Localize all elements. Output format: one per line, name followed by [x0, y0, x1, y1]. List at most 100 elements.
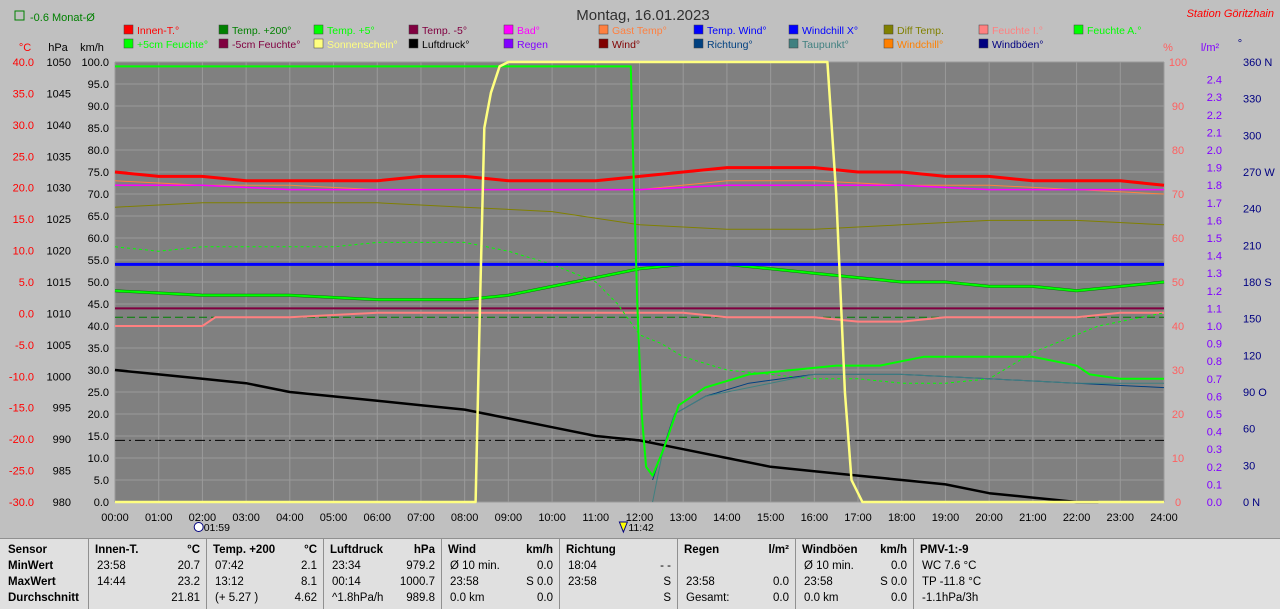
tick-time: 04:00: [276, 512, 304, 524]
legend-label: Temp. +5°: [327, 25, 375, 37]
row-label-sensor: Sensor: [8, 544, 47, 556]
row-label-avg: Durchschnitt: [8, 592, 79, 604]
tick-hpa: 1010: [47, 308, 71, 320]
tick-time: 15:00: [757, 512, 785, 524]
stats-cell-label: 0.0 km: [804, 592, 839, 604]
tick-rain: 2.0: [1207, 145, 1222, 157]
tick-time: 12:00: [626, 512, 654, 524]
stats-cell-label: 23:58: [97, 560, 126, 572]
tick-rain: 2.1: [1207, 127, 1222, 139]
legend-swatch: [788, 38, 799, 49]
legend-label: Windböen°: [992, 39, 1043, 51]
stats-col-unit: °C: [304, 544, 317, 556]
stats-col-header: Richtung: [566, 544, 616, 556]
noon-marker-icon: [618, 521, 629, 534]
legend-label: Gast Temp°: [612, 25, 667, 37]
tick-kmh: 15.0: [88, 431, 109, 443]
stats-cell-label: 23:58: [450, 576, 479, 588]
row-label-min: MinWert: [8, 560, 54, 572]
stats-cell-label: (+ 5.27 ): [215, 592, 259, 604]
tick-time: 21:00: [1019, 512, 1047, 524]
tick-rain: 1.0: [1207, 321, 1222, 333]
stats-table: Sensor MinWert MaxWert Durchschnitt Inne…: [0, 538, 1280, 609]
tick-kmh: 95.0: [88, 79, 109, 91]
tick-percent: 80: [1172, 145, 1184, 157]
tick-hpa: 1015: [47, 277, 71, 289]
tick-time: 13:00: [669, 512, 697, 524]
tick-kmh: 75.0: [88, 167, 109, 179]
stats-cell-value: 0.0: [773, 592, 789, 604]
tick-time: 08:00: [451, 512, 479, 524]
tick-hpa: 1050: [47, 57, 71, 69]
tick-hpa: 1045: [47, 88, 71, 100]
tick-time: 09:00: [495, 512, 523, 524]
series-line: [115, 184, 1164, 191]
tick-direction: 60: [1243, 424, 1255, 436]
tick-percent: 40: [1172, 321, 1184, 333]
stats-cell-label: 23:58: [686, 576, 715, 588]
tick-time: 07:00: [407, 512, 435, 524]
tick-rain: 0.7: [1207, 374, 1222, 386]
legend-label: Richtung°: [707, 39, 753, 51]
stats-cell-label: 0.0 km: [450, 592, 485, 604]
tick-celsius: 30.0: [13, 120, 34, 132]
tick-kmh: 85.0: [88, 123, 109, 135]
tick-rain: 1.9: [1207, 163, 1222, 175]
tick-celsius: -20.0: [9, 434, 34, 446]
tick-direction: 150: [1243, 314, 1261, 326]
legend-label: -5cm Feuchte°: [232, 39, 300, 51]
tick-rain: 0.3: [1207, 444, 1222, 456]
legend-swatch: [598, 38, 609, 49]
legend-label: Feuchte A.°: [1087, 25, 1141, 37]
tick-rain: 1.3: [1207, 268, 1222, 280]
legend-swatch: [313, 24, 324, 35]
series-line: [115, 60, 1164, 504]
tick-celsius: -5.0: [15, 340, 34, 352]
stats-cell-label: 00:14: [332, 576, 361, 588]
tick-time: 03:00: [232, 512, 260, 524]
tick-hpa: 995: [53, 403, 71, 415]
tick-hpa: 980: [53, 497, 71, 509]
stats-cell-value: 8.1: [301, 576, 317, 588]
tick-time: 10:00: [538, 512, 566, 524]
tick-celsius: 5.0: [19, 277, 34, 289]
tick-celsius: -10.0: [9, 371, 34, 383]
stats-cell-label: Ø 10 min.: [804, 560, 854, 572]
unit-rain: l/m²: [1201, 42, 1220, 54]
tick-kmh: 0.0: [94, 497, 109, 509]
tick-direction: 360 N: [1243, 57, 1272, 69]
stats-cell-value: S 0.0: [880, 576, 907, 588]
tick-percent: 20: [1172, 409, 1184, 421]
tick-rain: 2.4: [1207, 75, 1222, 87]
tick-celsius: -25.0: [9, 466, 34, 478]
stats-cell-value: 989.8: [406, 592, 435, 604]
stats-col: Richtung 18:04 - - 23:58 S S: [559, 539, 677, 609]
left-axes: 40.0 35.0 30.0 25.0 20.0 15.0 10.0 5.0 0.0 -5.0 -1…: [9, 57, 109, 509]
stats-col: Temp. +200 °C 07:42 2.1 13:12 8.1 (+ 5.27 ) 4.6…: [206, 539, 323, 609]
stats-cell-value: 2.1: [301, 560, 317, 572]
tick-time: 00:00: [101, 512, 129, 524]
tick-direction: 330: [1243, 94, 1261, 106]
tick-kmh: 65.0: [88, 211, 109, 223]
legend-label: Windchill X°: [802, 25, 858, 37]
legend-swatch: [1073, 24, 1084, 35]
tick-celsius: 40.0: [13, 57, 34, 69]
stats-cell-label: 23:58: [804, 576, 833, 588]
tick-time: 20:00: [975, 512, 1003, 524]
tick-percent: 10: [1172, 453, 1184, 465]
tick-rain: 1.6: [1207, 215, 1222, 227]
tick-rain: 0.4: [1207, 427, 1222, 439]
tick-kmh: 40.0: [88, 321, 109, 333]
stats-col-header: Temp. +200: [213, 544, 276, 556]
tick-kmh: 30.0: [88, 365, 109, 377]
tick-time: 23:00: [1107, 512, 1135, 524]
legend-swatch: [503, 38, 514, 49]
tick-rain: 2.2: [1207, 110, 1222, 122]
tick-celsius: 20.0: [13, 183, 34, 195]
legend-label: Diff Temp.: [897, 25, 944, 37]
tick-rain: 0.8: [1207, 356, 1222, 368]
stats-col: Regen l/m² 23:58 0.0 Gesamt: 0.0: [677, 539, 795, 609]
legend-label: Regen: [517, 39, 548, 51]
stats-col: Innen-T. °C 23:58 20.7 14:44 23.2 21.81: [88, 539, 206, 609]
tick-rain: 0.0: [1207, 497, 1222, 509]
